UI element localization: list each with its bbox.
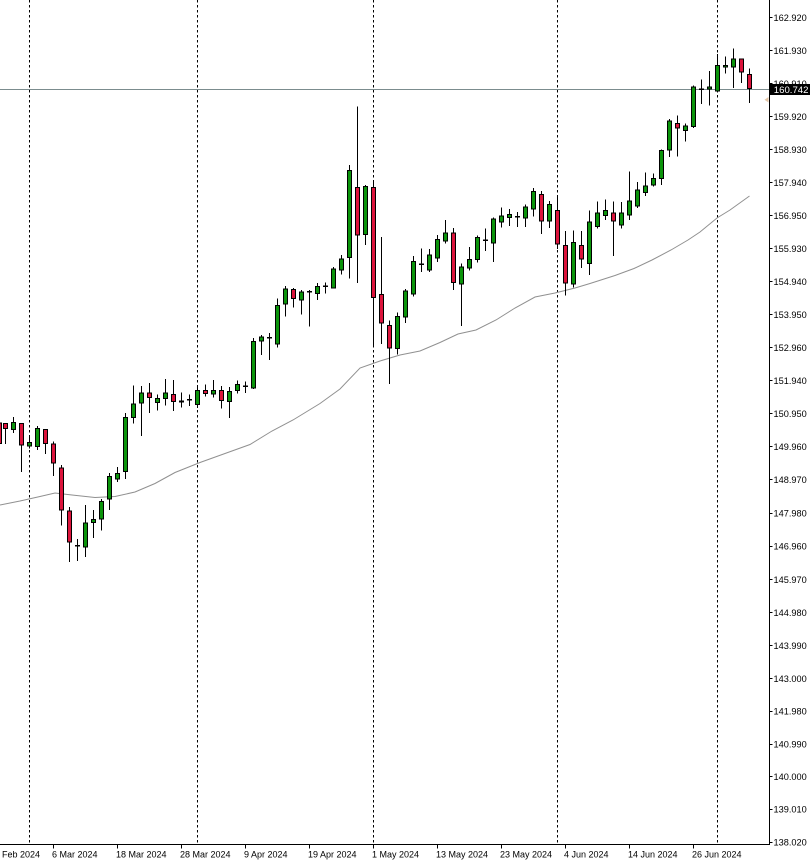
svg-text:139.010: 139.010 xyxy=(774,805,807,815)
svg-text:143.990: 143.990 xyxy=(774,641,807,651)
svg-text:26 Jun 2024: 26 Jun 2024 xyxy=(692,850,742,860)
svg-text:151.940: 151.940 xyxy=(774,376,807,386)
svg-text:18 Mar 2024: 18 Mar 2024 xyxy=(116,850,167,860)
svg-text:146.960: 146.960 xyxy=(774,542,807,552)
svg-text:141.980: 141.980 xyxy=(774,706,807,716)
svg-text:28 Mar 2024: 28 Mar 2024 xyxy=(180,850,231,860)
svg-text:9 Apr 2024: 9 Apr 2024 xyxy=(244,850,288,860)
svg-text:1 May 2024: 1 May 2024 xyxy=(372,850,419,860)
svg-text:19 Apr 2024: 19 Apr 2024 xyxy=(308,850,357,860)
svg-text:145.970: 145.970 xyxy=(774,575,807,585)
svg-text:154.940: 154.940 xyxy=(774,277,807,287)
svg-text:149.960: 149.960 xyxy=(774,442,807,452)
svg-text:160.742: 160.742 xyxy=(774,85,809,96)
svg-text:13 May 2024: 13 May 2024 xyxy=(436,850,488,860)
svg-text:162.920: 162.920 xyxy=(774,13,807,23)
svg-text:4 Jun 2024: 4 Jun 2024 xyxy=(564,850,609,860)
svg-text:161.930: 161.930 xyxy=(774,46,807,56)
svg-text:160.910: 160.910 xyxy=(774,79,807,89)
svg-text:138.020: 138.020 xyxy=(774,838,807,848)
svg-text:150.950: 150.950 xyxy=(774,409,807,419)
svg-text:148.970: 148.970 xyxy=(774,475,807,485)
svg-text:158.930: 158.930 xyxy=(774,145,807,155)
svg-text:159.920: 159.920 xyxy=(774,112,807,122)
svg-text:Feb 2024: Feb 2024 xyxy=(2,850,40,860)
svg-text:6 Mar 2024: 6 Mar 2024 xyxy=(52,850,98,860)
svg-text:152.960: 152.960 xyxy=(774,343,807,353)
svg-text:143.000: 143.000 xyxy=(774,674,807,684)
svg-text:157.940: 157.940 xyxy=(774,178,807,188)
svg-text:140.000: 140.000 xyxy=(774,772,807,782)
svg-text:140.990: 140.990 xyxy=(774,739,807,749)
svg-text:156.950: 156.950 xyxy=(774,211,807,221)
svg-text:147.980: 147.980 xyxy=(774,508,807,518)
svg-text:144.980: 144.980 xyxy=(774,608,807,618)
svg-text:23 May 2024: 23 May 2024 xyxy=(500,850,552,860)
svg-text:153.950: 153.950 xyxy=(774,310,807,320)
svg-text:14 Jun 2024: 14 Jun 2024 xyxy=(628,850,678,860)
svg-text:155.930: 155.930 xyxy=(774,244,807,254)
